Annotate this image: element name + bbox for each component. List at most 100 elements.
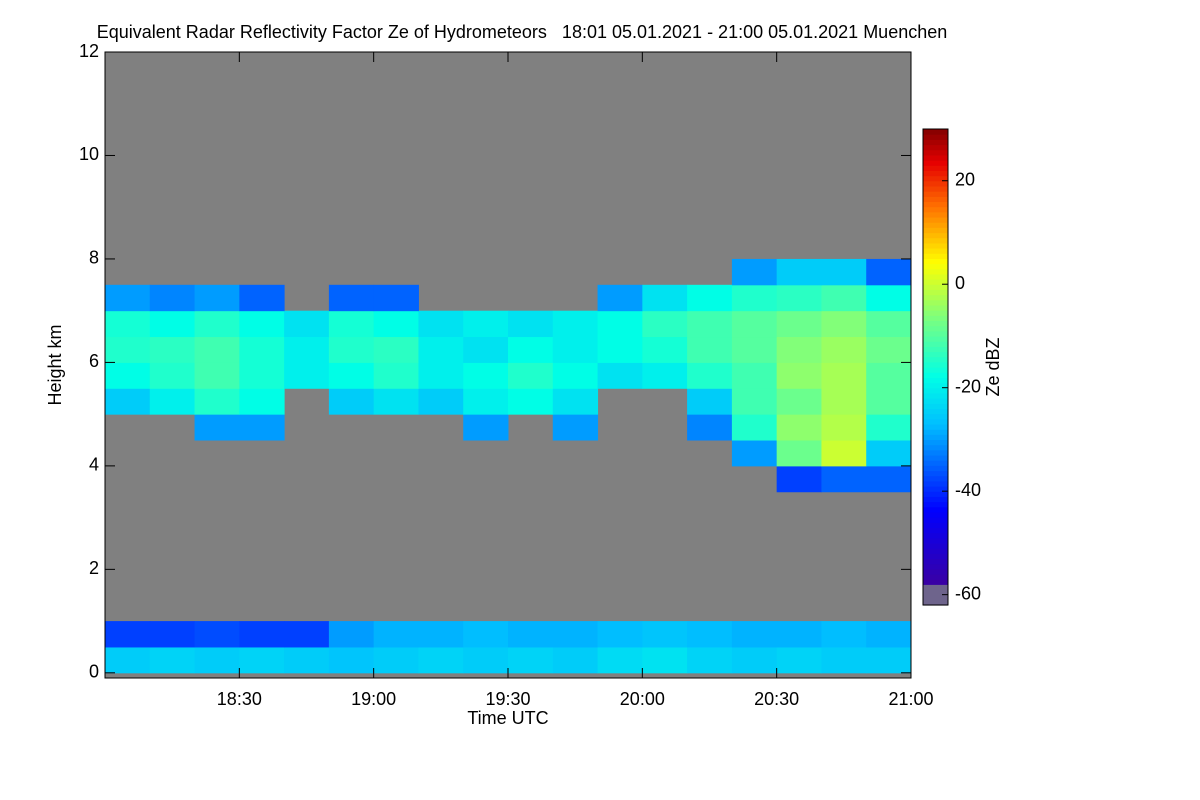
heatmap-cell bbox=[776, 621, 822, 648]
colorbar-segment bbox=[923, 206, 948, 213]
colorbar-segment bbox=[923, 268, 948, 275]
heatmap-cell bbox=[552, 646, 599, 674]
colorbar-segment bbox=[923, 346, 948, 353]
x-tick-label: 20:00 bbox=[620, 689, 665, 709]
heatmap-cell bbox=[105, 388, 151, 415]
heatmap-cell bbox=[776, 388, 822, 415]
colorbar-segment bbox=[923, 563, 948, 570]
colorbar-segment bbox=[923, 584, 948, 591]
colorbar-segment bbox=[923, 377, 948, 384]
colorbar-segment bbox=[923, 216, 948, 223]
heatmap-cell bbox=[149, 388, 196, 415]
colorbar-segment bbox=[923, 449, 948, 456]
colorbar-segment bbox=[923, 335, 948, 342]
heatmap-cell bbox=[731, 258, 778, 286]
heatmap-cell bbox=[149, 284, 196, 312]
heatmap-cell bbox=[687, 388, 733, 415]
heatmap-cell bbox=[687, 310, 733, 338]
colorbar-segment bbox=[923, 548, 948, 554]
heatmap-cell bbox=[373, 310, 419, 338]
heatmap-cell bbox=[418, 362, 464, 389]
colorbar-segment bbox=[923, 408, 948, 415]
colorbar-label: Ze dBZ bbox=[983, 337, 1003, 396]
colorbar-segment bbox=[923, 310, 948, 316]
heatmap-cell bbox=[731, 284, 778, 312]
heatmap-cell bbox=[284, 621, 330, 648]
colorbar-segment bbox=[923, 185, 948, 192]
colorbar-segment bbox=[923, 129, 948, 135]
heatmap-cell bbox=[776, 284, 822, 312]
heatmap-cell bbox=[463, 646, 509, 674]
heatmap-cell bbox=[642, 310, 688, 338]
heatmap-cell bbox=[328, 284, 375, 312]
heatmap-cell bbox=[418, 388, 464, 415]
y-tick-label: 10 bbox=[79, 144, 99, 164]
colorbar-segment bbox=[923, 180, 948, 187]
heatmap-cell bbox=[687, 284, 733, 312]
chart-title: Equivalent Radar Reflectivity Factor Ze … bbox=[97, 22, 948, 42]
colorbar-segment bbox=[923, 367, 948, 373]
heatmap-cell bbox=[552, 414, 599, 441]
x-tick-label: 20:30 bbox=[754, 689, 799, 709]
heatmap-cell bbox=[328, 336, 375, 363]
colorbar-segment bbox=[923, 237, 948, 244]
x-tick-label: 19:30 bbox=[485, 689, 530, 709]
colorbar-segment bbox=[923, 475, 948, 482]
heatmap-cell bbox=[463, 310, 509, 338]
colorbar-segment bbox=[923, 480, 948, 487]
heatmap-cell bbox=[687, 621, 733, 648]
x-tick-label: 21:00 bbox=[888, 689, 933, 709]
heatmap-cell bbox=[284, 336, 330, 363]
colorbar-segment bbox=[923, 382, 948, 389]
colorbar-segment bbox=[923, 372, 948, 378]
heatmap-cell bbox=[731, 646, 778, 674]
colorbar-tick-label: -40 bbox=[955, 480, 981, 500]
heatmap-cell bbox=[731, 414, 778, 441]
heatmap-cell bbox=[687, 336, 733, 363]
colorbar-segment bbox=[923, 227, 948, 234]
colorbar-segment bbox=[923, 568, 948, 575]
heatmap-cell bbox=[597, 362, 643, 389]
colorbar-tick-label: -20 bbox=[955, 376, 981, 396]
heatmap-cell bbox=[821, 388, 867, 415]
colorbar-segment bbox=[923, 253, 948, 259]
colorbar-segment bbox=[923, 273, 948, 280]
colorbar-segment bbox=[923, 222, 948, 228]
heatmap-cell bbox=[194, 388, 240, 415]
heatmap-cell bbox=[821, 284, 867, 312]
colorbar-segment bbox=[923, 320, 948, 327]
colorbar-segment bbox=[923, 351, 948, 358]
colorbar-segment bbox=[923, 139, 948, 146]
colorbar-segment bbox=[923, 315, 948, 322]
heatmap-cell bbox=[194, 310, 240, 338]
heatmap-cell bbox=[552, 621, 599, 648]
heatmap-cell bbox=[194, 646, 240, 674]
heatmap-cell bbox=[821, 414, 867, 441]
colorbar-segment bbox=[923, 413, 948, 420]
heatmap-cell bbox=[284, 646, 330, 674]
heatmap-cell bbox=[597, 310, 643, 338]
heatmap-cell bbox=[866, 284, 912, 312]
heatmap-cell bbox=[866, 465, 912, 493]
colorbar-segment bbox=[923, 470, 948, 477]
heatmap-cell bbox=[194, 621, 240, 648]
colorbar-segment bbox=[923, 294, 948, 301]
x-axis-label: Time UTC bbox=[467, 708, 548, 728]
heatmap-cell bbox=[239, 388, 285, 415]
heatmap-cell bbox=[597, 336, 643, 363]
heatmap-cell bbox=[105, 284, 151, 312]
colorbar-segment bbox=[923, 429, 948, 435]
colorbar-segment bbox=[923, 284, 948, 290]
heatmap-cell bbox=[508, 336, 554, 363]
heatmap-cell bbox=[508, 362, 554, 389]
heatmap-cell bbox=[866, 621, 912, 648]
colorbar-segment bbox=[923, 511, 948, 518]
heatmap-cell bbox=[776, 465, 822, 493]
heatmap-cell bbox=[328, 362, 375, 389]
heatmap-cell bbox=[508, 310, 554, 338]
heatmap-cell bbox=[776, 440, 822, 467]
heatmap-cell bbox=[149, 362, 196, 389]
colorbar-segment bbox=[923, 553, 948, 560]
heatmap-cell bbox=[105, 362, 151, 389]
